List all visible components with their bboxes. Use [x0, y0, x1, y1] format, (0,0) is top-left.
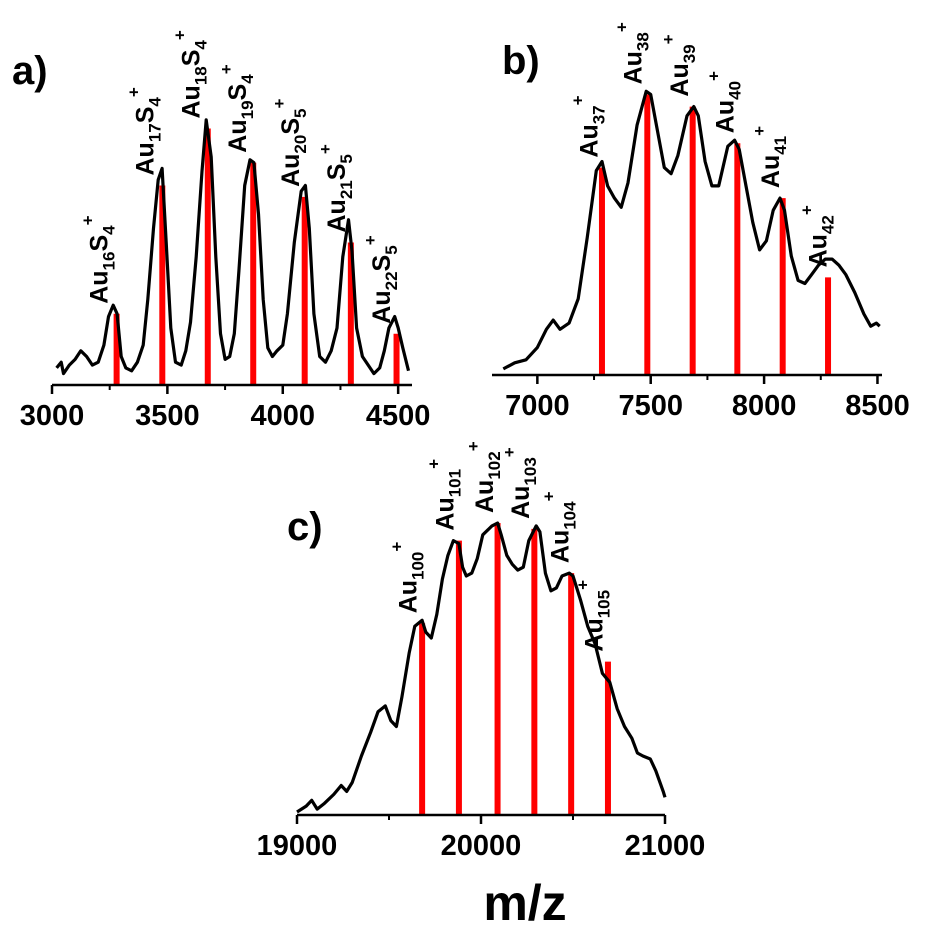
panel-c-ion-label-1: Au101+	[424, 459, 464, 531]
panel-c-spectrum-line	[296, 521, 667, 814]
panel-b-plot: 7000 7500 8000 8500 Au37+Au38+Au39+Au40+Au41…	[492, 22, 910, 422]
panel-a-tick-label-2: 4000	[251, 400, 316, 432]
panel-b-tick-label-0: 7000	[505, 390, 570, 422]
panel-a: a) 3000 3500 4000 4500 Au16S4+Au17S4+ Au18S4+…	[12, 30, 430, 432]
panel-c-ion-label-4: Au104+	[539, 491, 579, 563]
panel-a-tick-label-1: 3500	[135, 400, 200, 432]
panel-a-ion-label-5: Au21S5+	[316, 144, 356, 232]
panel-a-ion-label-4: Au20S5+	[270, 98, 310, 186]
panel-b-ion-label-5: Au42+	[797, 205, 837, 267]
panel-b: b) 7000 7500 8000 8500Au37+Au38+Au39+Au40+A…	[492, 22, 910, 422]
panel-b-ion-label-4: Au41+	[750, 126, 790, 188]
panel-a-label: a)	[12, 49, 48, 93]
x-axis-label: m/z	[483, 875, 566, 927]
panel-c-ion-label-2: Au102+	[464, 441, 504, 513]
panel-a-ion-label-3: Au19S4+	[217, 64, 257, 152]
panel-b-tick-label-3: 8500	[845, 390, 910, 422]
panel-b-ion-label-0: Au37+	[568, 95, 608, 157]
panel-c-plot: 19000 20000 21000Au100+Au101+Au102+Au103+A…	[257, 441, 706, 862]
panel-c-ion-label-3: Au103+	[500, 447, 540, 519]
panel-a-ion-label-1: Au17S4+	[125, 87, 165, 175]
panel-a-tick-label-3: 4500	[366, 400, 431, 432]
panel-a-ion-label-2: Au18S4+	[171, 30, 211, 118]
panel-b-tick-label-1: 7500	[618, 390, 683, 422]
panel-c: c) 19000 20000 21000Au100+Au101+Au102+Au10…	[257, 441, 706, 927]
panel-c-tick-label-1: 20000	[441, 830, 522, 862]
panel-b-ion-label-2: Au39+	[659, 34, 699, 96]
panel-c-tick-label-0: 19000	[257, 830, 338, 862]
panel-c-tick-label-2: 21000	[625, 830, 706, 862]
panel-b-ion-label-3: Au40+	[705, 71, 745, 133]
panel-b-label: b)	[502, 39, 540, 83]
panel-a-spectrum-line	[55, 118, 411, 376]
panel-a-ion-label-0: Au16S4+	[78, 215, 118, 303]
panel-a-plot: 3000 3500 4000 4500 Au16S4+Au17S4+ Au18S4+Au1…	[20, 30, 431, 432]
panel-b-tick-label-2: 8000	[732, 390, 797, 422]
panel-a-tick-label-0: 3000	[20, 400, 85, 432]
panel-c-ion-label-0: Au100+	[388, 542, 428, 614]
panel-a-ion-label-6: Au22S5+	[361, 235, 401, 323]
panel-b-ion-label-1: Au38+	[613, 22, 653, 84]
panel-b-spectrum-line	[502, 89, 881, 371]
panel-c-ion-label-5: Au105+	[573, 580, 613, 652]
panel-c-label: c)	[287, 505, 323, 549]
